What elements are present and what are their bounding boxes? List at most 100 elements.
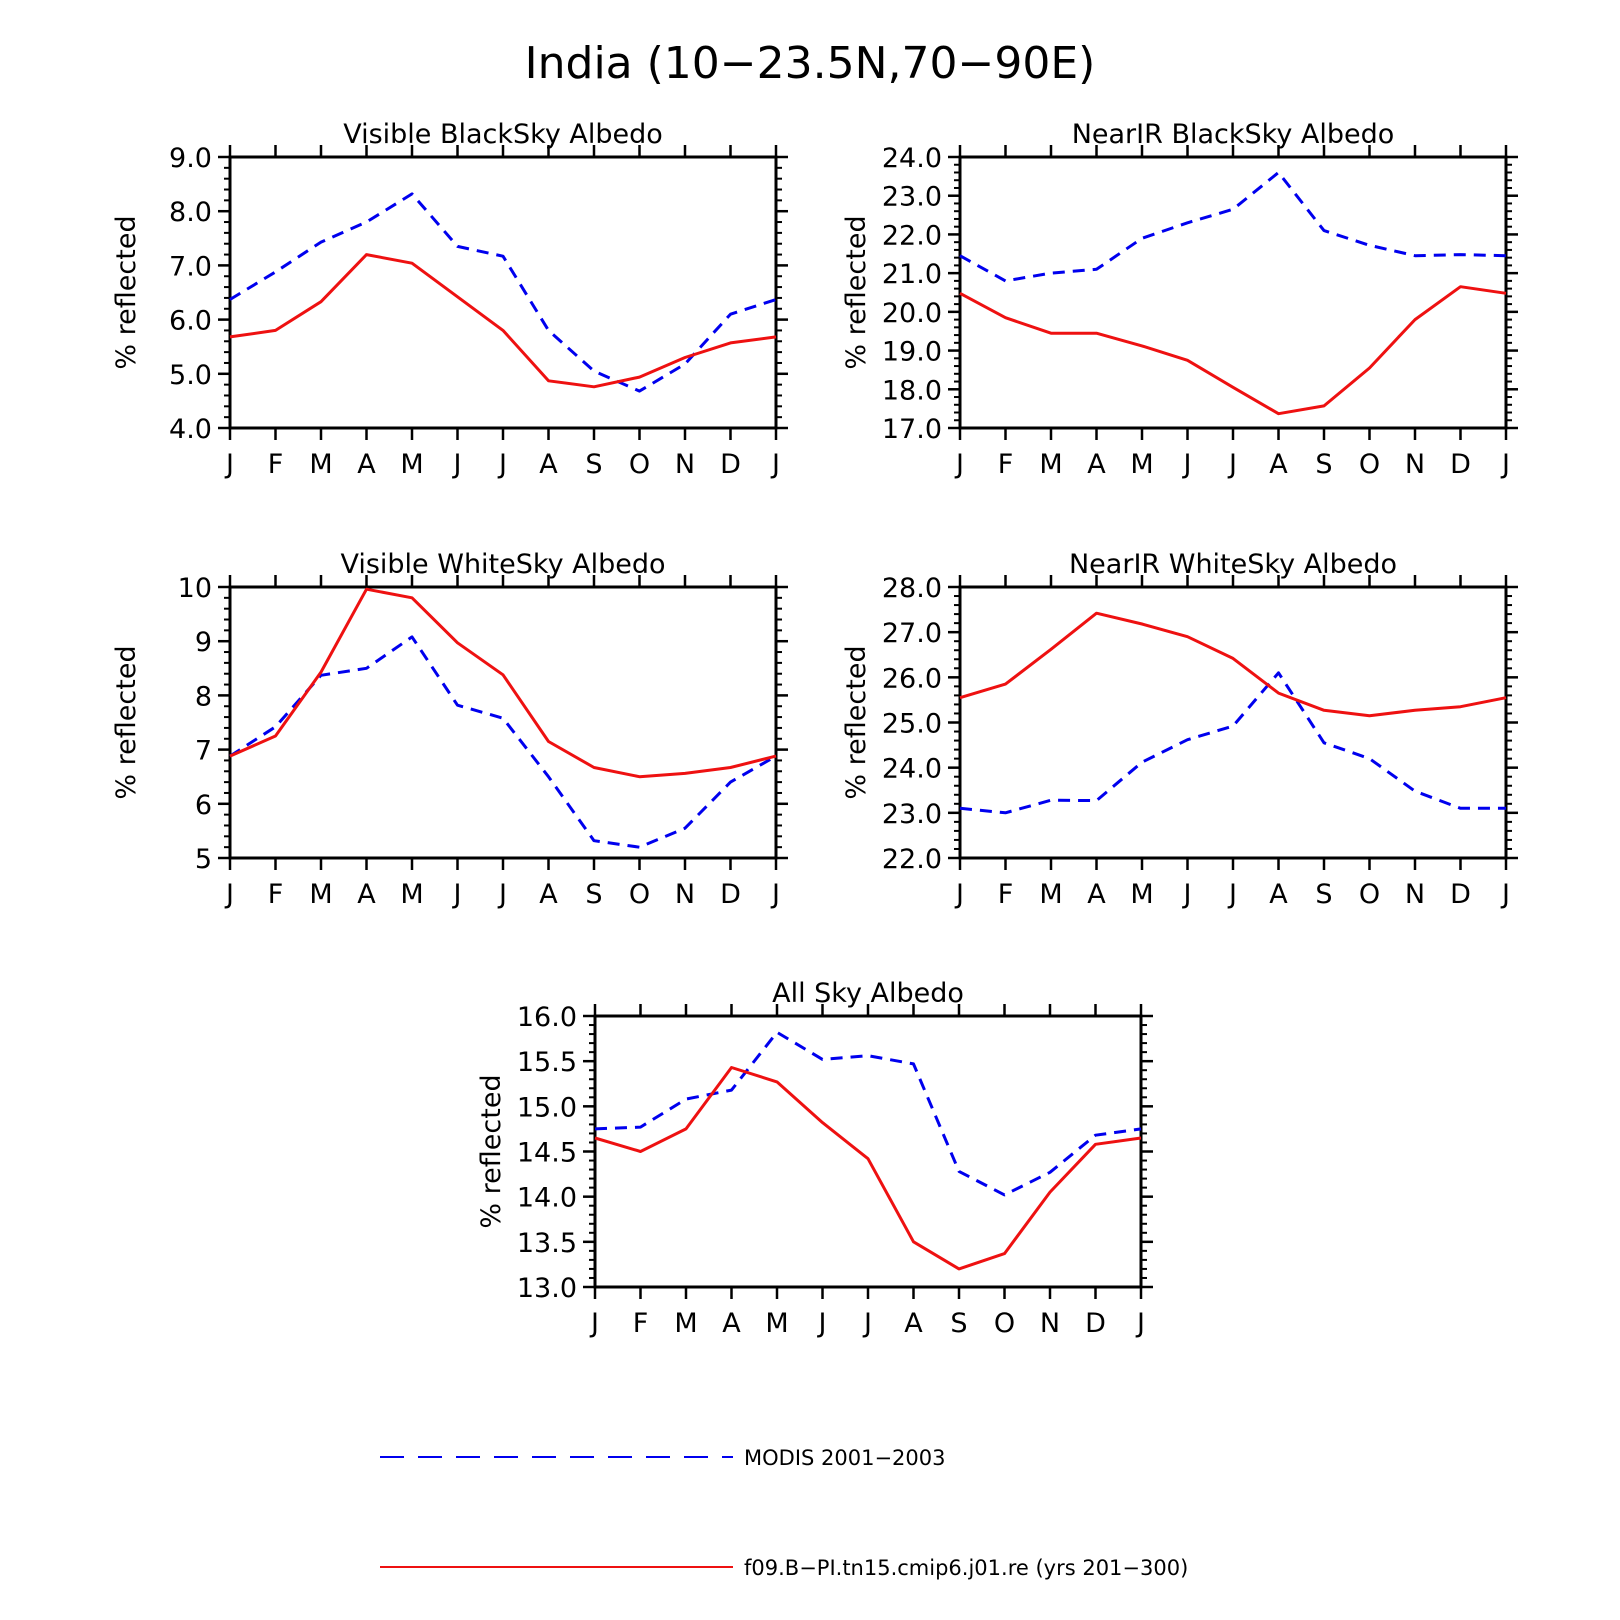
y-axis-label: % reflected <box>111 645 142 799</box>
x-tick-label: A <box>357 879 376 910</box>
panel-title: All Sky Albedo <box>772 978 964 1009</box>
y-axis-label: % reflected <box>841 215 872 369</box>
series-line-modis <box>959 671 1506 815</box>
y-tick-label: 7 <box>195 736 212 767</box>
x-tick-label: D <box>1450 879 1471 910</box>
y-tick-label: 5 <box>195 844 212 875</box>
x-tick-label: J <box>224 449 234 480</box>
x-tick-label: D <box>720 449 741 480</box>
panel-title: Visible WhiteSky Albedo <box>340 549 665 580</box>
legend-label-modis: MODIS 2001−2003 <box>744 1446 946 1470</box>
x-tick-label: M <box>1039 879 1062 910</box>
y-axis-label: % reflected <box>841 645 872 799</box>
x-tick-label: F <box>998 879 1014 910</box>
x-tick-label: J <box>1227 879 1237 910</box>
x-tick-label: S <box>585 879 602 910</box>
y-tick-label: 8.0 <box>169 197 212 228</box>
x-tick-label: J <box>954 879 964 910</box>
series-line-model <box>594 1066 1142 1271</box>
x-tick-label: D <box>1085 1308 1106 1339</box>
series-line-modis <box>229 635 777 849</box>
y-axis-label: % reflected <box>111 215 142 369</box>
y-tick-label: 10 <box>178 573 212 604</box>
x-tick-label: J <box>1500 449 1510 480</box>
x-tick-label: J <box>1182 449 1192 480</box>
x-tick-label: M <box>400 879 423 910</box>
x-tick-label: J <box>497 449 507 480</box>
x-tick-label: J <box>1500 879 1510 910</box>
x-tick-label: S <box>950 1308 967 1339</box>
x-tick-label: J <box>452 449 462 480</box>
x-tick-label: M <box>309 879 332 910</box>
x-tick-label: N <box>675 879 695 910</box>
x-tick-label: D <box>1450 449 1471 480</box>
panel-title: NearIR BlackSky Albedo <box>1072 119 1395 150</box>
y-tick-label: 4.0 <box>169 414 212 445</box>
x-tick-label: D <box>720 879 741 910</box>
y-tick-label: 22.0 <box>882 220 942 251</box>
y-tick-label: 16.0 <box>517 1002 577 1033</box>
x-tick-label: F <box>268 879 284 910</box>
x-tick-label: M <box>1130 879 1153 910</box>
x-tick-label: J <box>954 449 964 480</box>
x-tick-label: M <box>1039 449 1062 480</box>
y-tick-label: 23.0 <box>882 182 942 213</box>
x-tick-label: M <box>765 1308 788 1339</box>
plot-frame <box>228 585 778 860</box>
x-tick-label: F <box>633 1308 649 1339</box>
x-tick-label: A <box>357 449 376 480</box>
plot-frame <box>593 1014 1143 1289</box>
panel-title: Visible BlackSky Albedo <box>343 119 663 150</box>
y-tick-label: 7.0 <box>169 251 212 282</box>
x-tick-label: N <box>675 449 695 480</box>
x-tick-label: M <box>1130 449 1153 480</box>
x-tick-label: J <box>862 1308 872 1339</box>
x-tick-label: J <box>817 1308 827 1339</box>
x-tick-label: A <box>1269 879 1288 910</box>
x-tick-label: A <box>1087 879 1106 910</box>
x-tick-label: O <box>629 449 650 480</box>
series-line-modis <box>594 1030 1142 1197</box>
y-tick-label: 8 <box>195 681 212 712</box>
legend-label-model: f09.B−PI.tn15.cmip6.j01.re (yrs 201−300) <box>744 1556 1188 1580</box>
x-tick-label: F <box>998 449 1014 480</box>
series-line-model <box>229 253 777 389</box>
y-tick-label: 28.0 <box>882 573 942 604</box>
y-tick-label: 27.0 <box>882 618 942 649</box>
series-line-model <box>959 611 1507 718</box>
x-tick-label: N <box>1040 1308 1060 1339</box>
y-tick-label: 26.0 <box>882 663 942 694</box>
y-tick-label: 5.0 <box>169 360 212 391</box>
x-tick-label: S <box>585 449 602 480</box>
x-tick-label: A <box>904 1308 923 1339</box>
plot-frame <box>228 155 778 430</box>
x-tick-label: S <box>1315 449 1332 480</box>
y-tick-label: 24.0 <box>882 754 942 785</box>
y-tick-label: 14.0 <box>517 1183 577 1214</box>
y-tick-label: 15.5 <box>517 1047 577 1078</box>
y-tick-label: 6.0 <box>169 306 212 337</box>
x-tick-label: O <box>629 879 650 910</box>
y-tick-label: 6 <box>195 790 212 821</box>
y-tick-label: 13.5 <box>517 1228 577 1259</box>
panel-title: NearIR WhiteSky Albedo <box>1069 549 1397 580</box>
x-tick-label: F <box>268 449 284 480</box>
x-tick-label: N <box>1405 879 1425 910</box>
x-tick-label: A <box>1269 449 1288 480</box>
y-tick-label: 9 <box>195 627 212 658</box>
x-tick-label: J <box>224 879 234 910</box>
x-tick-label: N <box>1405 449 1425 480</box>
series-line-model <box>959 285 1507 416</box>
y-tick-label: 19.0 <box>882 337 942 368</box>
x-tick-label: J <box>770 879 780 910</box>
x-tick-label: M <box>400 449 423 480</box>
series-line-model <box>229 587 777 779</box>
y-tick-label: 18.0 <box>882 375 942 406</box>
x-tick-label: A <box>539 449 558 480</box>
